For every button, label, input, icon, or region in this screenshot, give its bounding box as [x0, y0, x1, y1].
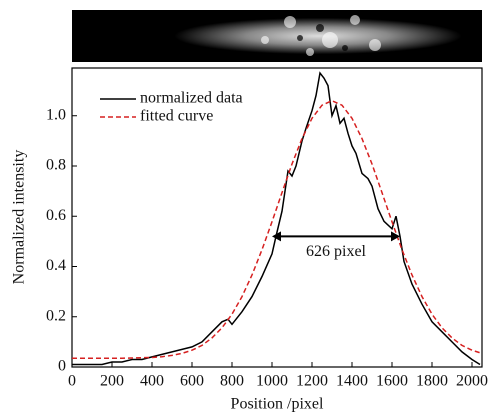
- y-tick-label: 0.8: [46, 157, 66, 174]
- x-tick-label: 800: [220, 373, 244, 390]
- beam-image: [72, 10, 482, 62]
- plot-frame: [71, 67, 483, 368]
- x-tick-label: 200: [100, 373, 124, 390]
- y-axis-label: Normalized intensity: [11, 150, 28, 285]
- x-tick-label: 600: [180, 373, 204, 390]
- arrow-head: [272, 231, 281, 242]
- x-tick-label: 1200: [296, 373, 328, 390]
- y-tick-label: 0.2: [46, 307, 66, 324]
- data-line: [72, 71, 481, 366]
- x-tick-label: 2000: [456, 373, 488, 390]
- y-tick-label: 0.4: [46, 257, 66, 274]
- x-tick-label: 1600: [376, 373, 408, 390]
- y-tick-label: 0.6: [46, 207, 66, 224]
- x-tick-label: 400: [140, 373, 164, 390]
- beam-speckle: [261, 15, 381, 56]
- beam-dark-spots: [297, 24, 348, 51]
- x-tick-label: 1400: [336, 373, 368, 390]
- x-tick-label: 0: [68, 373, 76, 390]
- x-tick-label: 1800: [416, 373, 448, 390]
- y-tick-label: 0: [58, 358, 66, 375]
- x-tick-label: 1000: [256, 373, 288, 390]
- legend-label: normalized data: [140, 90, 243, 107]
- annotation-label: 626 pixel: [306, 243, 367, 260]
- y-tick-label: 1.0: [46, 106, 66, 123]
- legend-label: fitted curve: [140, 108, 213, 125]
- x-axis-label: Position /pixel: [231, 396, 324, 413]
- data-line: [72, 99, 483, 359]
- arrow-head: [391, 231, 400, 242]
